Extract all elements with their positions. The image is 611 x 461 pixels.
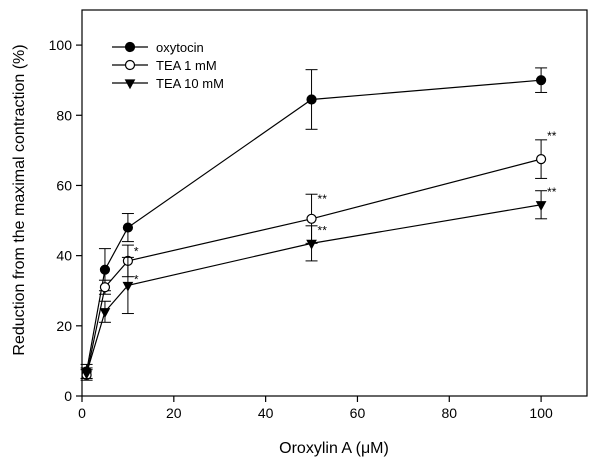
series xyxy=(80,139,548,381)
y-tick-label: 20 xyxy=(56,318,72,334)
data-point xyxy=(306,239,317,250)
series-layer xyxy=(80,67,548,381)
x-axis-label: Oroxylin A (μM) xyxy=(279,440,389,457)
x-tick-label: 40 xyxy=(258,405,274,421)
x-tick-label: 0 xyxy=(78,405,86,421)
y-tick-label: 40 xyxy=(56,248,72,264)
legend-label: TEA 1 mM xyxy=(156,58,217,73)
series-line xyxy=(86,158,542,376)
plot-axes: 0 20 40 60 80 100 0 20 40 60 80 100 xyxy=(49,9,588,421)
legend: oxytocin TEA 1 mM TEA 10 mM xyxy=(112,40,224,91)
significance-marker: ** xyxy=(318,224,328,238)
data-point xyxy=(306,213,317,224)
significance-marker: ** xyxy=(547,185,557,199)
significance-marker: ** xyxy=(318,192,328,206)
data-point xyxy=(535,154,547,165)
data-point xyxy=(122,222,134,233)
legend-marker xyxy=(124,59,136,71)
series-line xyxy=(86,204,542,374)
significance-marker: * xyxy=(134,273,139,287)
legend-marker xyxy=(124,41,136,53)
plot-frame xyxy=(81,9,588,397)
data-point xyxy=(306,94,317,105)
x-tick-label: 60 xyxy=(350,405,366,421)
data-point xyxy=(535,201,547,211)
y-axis-label: Reduction from the maximal contraction (… xyxy=(11,44,28,355)
significance-marker: ** xyxy=(547,129,557,143)
y-tick-label: 60 xyxy=(56,177,72,193)
data-point xyxy=(99,308,111,319)
x-tick-label: 80 xyxy=(441,405,457,421)
data-point xyxy=(99,264,111,275)
legend-label: oxytocin xyxy=(156,40,204,55)
legend-marker xyxy=(124,79,136,90)
data-point xyxy=(99,282,111,293)
data-point xyxy=(81,369,92,380)
series xyxy=(80,190,548,380)
y-tick-label: 100 xyxy=(49,37,73,53)
x-tick-label: 20 xyxy=(166,405,182,421)
y-tick-label: 80 xyxy=(56,107,72,123)
data-point xyxy=(122,281,134,292)
annotation-layer: ********** xyxy=(134,129,557,287)
legend-label: TEA 10 mM xyxy=(156,76,224,91)
data-point xyxy=(535,75,547,86)
significance-marker: * xyxy=(134,245,139,259)
x-tick-label: 100 xyxy=(529,405,553,421)
y-tick-label: 0 xyxy=(64,388,72,404)
